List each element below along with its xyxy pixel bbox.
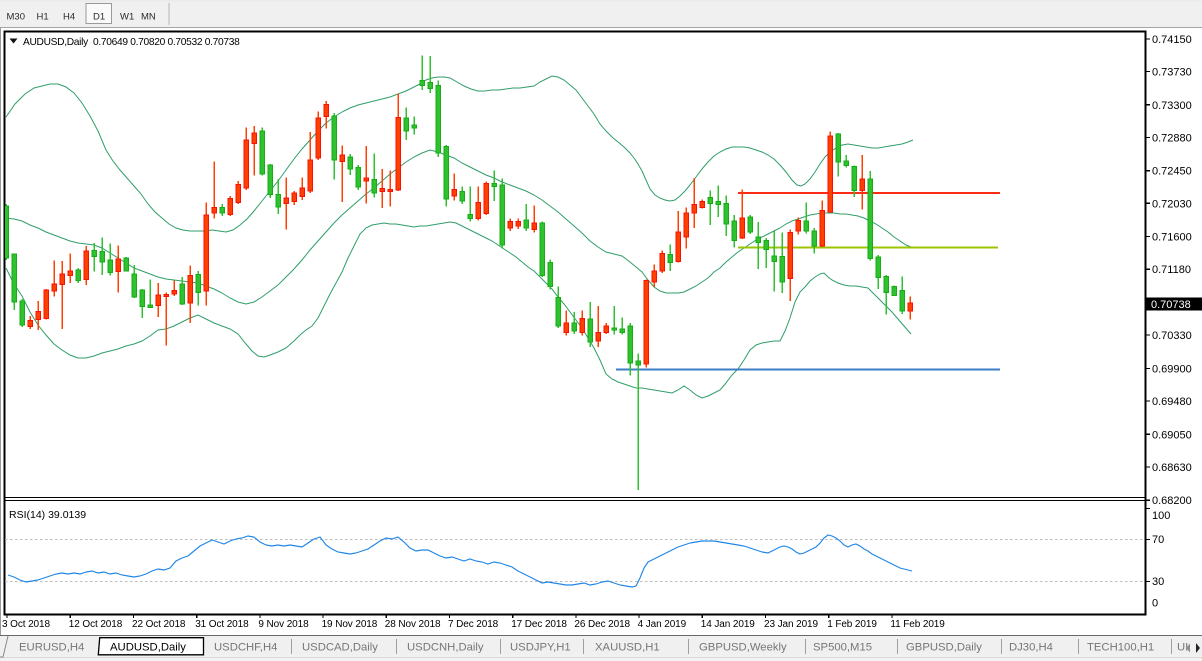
- svg-text:0.68200: 0.68200: [1152, 495, 1192, 507]
- svg-text:DJ30,H4: DJ30,H4: [1009, 642, 1053, 654]
- svg-text:W1: W1: [120, 12, 134, 23]
- svg-text:14 Jan 2019: 14 Jan 2019: [701, 619, 755, 630]
- svg-text:31 Oct 2018: 31 Oct 2018: [195, 619, 249, 630]
- svg-text:EURUSD,H4: EURUSD,H4: [19, 642, 84, 654]
- svg-text:9 Nov 2018: 9 Nov 2018: [258, 619, 309, 630]
- svg-text:0.73300: 0.73300: [1152, 100, 1192, 112]
- svg-text:0.70738: 0.70738: [1151, 299, 1191, 311]
- svg-text:70: 70: [1152, 534, 1164, 546]
- svg-text:22 Oct 2018: 22 Oct 2018: [132, 619, 186, 630]
- svg-text:RSI(14) 39.0139: RSI(14) 39.0139: [9, 509, 86, 521]
- svg-text:28 Nov 2018: 28 Nov 2018: [385, 619, 441, 630]
- svg-text:7 Dec 2018: 7 Dec 2018: [448, 619, 499, 630]
- svg-text:0.72450: 0.72450: [1152, 166, 1192, 178]
- svg-text:H4: H4: [63, 12, 75, 23]
- svg-text:GBPUSD,Daily: GBPUSD,Daily: [906, 642, 982, 654]
- svg-text:19 Nov 2018: 19 Nov 2018: [322, 619, 378, 630]
- svg-text:TECH100,H1: TECH100,H1: [1087, 642, 1154, 654]
- svg-text:USDCNH,Daily: USDCNH,Daily: [407, 642, 484, 654]
- svg-text:0.73730: 0.73730: [1152, 67, 1192, 79]
- svg-text:AUDUSD,Daily: AUDUSD,Daily: [110, 642, 186, 654]
- svg-text:11 Feb 2019: 11 Feb 2019: [890, 619, 945, 630]
- svg-text:MN: MN: [141, 12, 156, 23]
- svg-text:USDJPY,H1: USDJPY,H1: [510, 642, 571, 654]
- svg-text:0.69050: 0.69050: [1152, 429, 1192, 441]
- svg-text:3 Oct 2018: 3 Oct 2018: [2, 619, 50, 630]
- svg-text:0.71180: 0.71180: [1152, 264, 1191, 276]
- svg-text:D1: D1: [93, 12, 105, 23]
- svg-text:USDCAD,Daily: USDCAD,Daily: [302, 642, 378, 654]
- svg-text:0.69900: 0.69900: [1152, 363, 1192, 375]
- svg-text:17 Dec 2018: 17 Dec 2018: [511, 619, 567, 630]
- svg-text:0.72030: 0.72030: [1152, 198, 1192, 210]
- svg-text:0.71600: 0.71600: [1152, 232, 1192, 244]
- svg-text:0.69480: 0.69480: [1152, 396, 1192, 408]
- svg-text:AUDUSD,Daily 0.70649 0.70820: AUDUSD,Daily 0.70649 0.70820 0.70532 0.7…: [23, 37, 240, 48]
- svg-text:30: 30: [1152, 576, 1164, 588]
- svg-text:100: 100: [1152, 510, 1170, 522]
- svg-text:23 Jan 2019: 23 Jan 2019: [764, 619, 818, 630]
- svg-text:XAUUSD,H1: XAUUSD,H1: [595, 642, 660, 654]
- svg-text:26 Dec 2018: 26 Dec 2018: [574, 619, 630, 630]
- svg-text:4 Jan 2019: 4 Jan 2019: [638, 619, 687, 630]
- svg-text:GBPUSD,Weekly: GBPUSD,Weekly: [699, 642, 787, 654]
- svg-text:0.70330: 0.70330: [1152, 330, 1192, 342]
- svg-text:H1: H1: [37, 12, 49, 23]
- svg-text:1 Feb 2019: 1 Feb 2019: [827, 619, 877, 630]
- svg-text:UI: UI: [1177, 642, 1188, 654]
- svg-text:0: 0: [1152, 598, 1158, 610]
- svg-text:0.74150: 0.74150: [1152, 34, 1192, 46]
- svg-text:0.68630: 0.68630: [1152, 462, 1192, 474]
- svg-text:0.72880: 0.72880: [1152, 132, 1192, 144]
- svg-text:12 Oct 2018: 12 Oct 2018: [69, 619, 123, 630]
- svg-text:SP500,M15: SP500,M15: [813, 642, 872, 654]
- svg-text:USDCHF,H4: USDCHF,H4: [214, 642, 277, 654]
- svg-text:M30: M30: [7, 12, 25, 23]
